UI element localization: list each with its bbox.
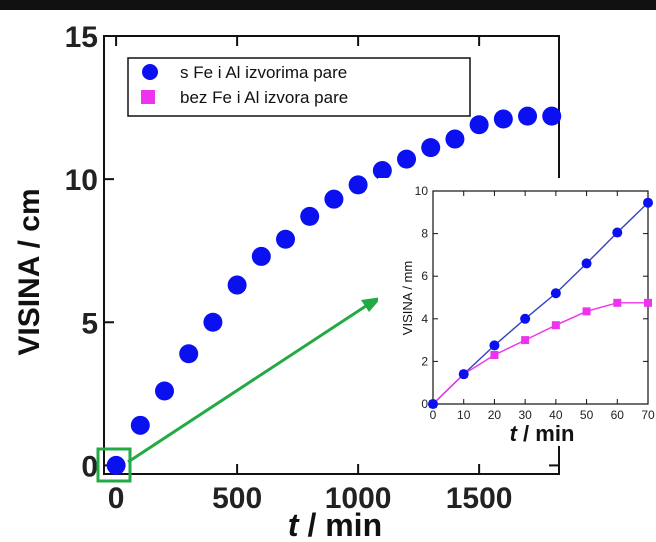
main-data-point <box>130 415 150 435</box>
inset-series-1-point <box>520 313 531 324</box>
main-data-point <box>518 106 538 126</box>
inset-y-tick-label: 10 <box>415 184 429 198</box>
inset-y-tick-label: 4 <box>421 312 428 326</box>
main-x-axis-label-var: t <box>288 507 300 542</box>
main-x-tick-label: 0 <box>108 482 125 515</box>
inset-x-tick-label: 30 <box>518 408 532 422</box>
main-x-axis-label-unit: / min <box>299 507 383 542</box>
inset-x-tick-label: 40 <box>549 408 563 422</box>
inset-series-2-point <box>521 336 530 345</box>
inset-y-axis-label: VISINA / mm <box>400 261 415 335</box>
main-data-point <box>493 109 513 129</box>
main-x-tick-label: 1500 <box>446 482 513 515</box>
main-data-point <box>397 149 417 169</box>
inset-x-tick-label: 0 <box>430 408 437 422</box>
inset-background <box>378 178 654 446</box>
inset-x-axis-label-var: t <box>510 421 519 446</box>
main-series-points <box>106 106 562 475</box>
legend-label-series-1: s Fe i Al izvorima pare <box>180 63 347 82</box>
main-data-point <box>106 455 126 475</box>
main-y-tick-label: 0 <box>81 450 98 483</box>
main-data-point <box>227 275 247 295</box>
zoom-arrow <box>127 300 373 464</box>
main-data-point <box>445 129 465 149</box>
main-x-tick-label: 1000 <box>325 482 392 515</box>
main-y-tick-label: 15 <box>65 21 98 54</box>
inset-series-1-point <box>458 369 469 380</box>
inset-series-1-point <box>612 227 623 238</box>
zoom-region-box <box>96 447 132 483</box>
legend: s Fe i Al izvorima pare bez Fe i Al izvo… <box>127 57 471 117</box>
main-data-point <box>421 138 441 158</box>
main-data-point <box>203 312 223 332</box>
inset-series-1-point <box>550 288 561 299</box>
inset-x-tick-label: 70 <box>641 408 655 422</box>
inset-x-tick-label: 10 <box>457 408 471 422</box>
main-data-point <box>372 161 392 181</box>
main-data-point <box>324 189 344 209</box>
main-x-tick-labels: 0 500 1000 1500 <box>108 482 513 515</box>
main-y-tick-labels: 0 5 10 15 <box>65 21 98 483</box>
main-y-tick-label: 10 <box>65 164 98 197</box>
legend-box <box>127 57 471 117</box>
inset-series-2-point <box>613 298 622 307</box>
inset-series-1-line <box>432 202 649 405</box>
main-data-point <box>276 229 296 249</box>
main-data-point <box>469 115 489 135</box>
inset-series-1-point <box>428 399 438 409</box>
inset-plot-frame <box>432 190 649 405</box>
inset-series <box>428 197 653 409</box>
inset-y-tick-labels: 0 2 4 6 8 10 <box>415 184 429 411</box>
inset-series-2-point <box>582 307 591 316</box>
main-data-point <box>348 175 368 195</box>
inset-x-tick-label: 20 <box>488 408 502 422</box>
inset-series-2-point <box>490 351 499 360</box>
main-y-tick-label: 5 <box>81 307 98 340</box>
inset-series-2-point <box>644 298 652 307</box>
main-y-axis-label: VISINA / cm <box>13 188 46 355</box>
inset-x-tick-labels: 0 10 20 30 40 50 60 70 <box>430 408 655 422</box>
inset-y-tick-label: 0 <box>421 397 428 411</box>
top-bar <box>0 0 656 10</box>
inset-series-1-point <box>489 340 500 351</box>
inset-series-2-point <box>551 321 560 330</box>
inset-y-tick-label: 8 <box>421 227 428 241</box>
inset-x-tick-label: 60 <box>611 408 625 422</box>
inset-x-tick-label: 50 <box>580 408 594 422</box>
main-data-point <box>179 344 199 364</box>
legend-marker-series-2 <box>141 90 155 104</box>
inset-x-axis-label: t / min <box>510 421 575 446</box>
inset-series-1-point <box>581 258 592 269</box>
legend-marker-series-1 <box>142 64 158 80</box>
zoom-arrowhead <box>361 297 382 312</box>
inset-series-2-line <box>432 302 648 405</box>
inset-y-tick-label: 6 <box>421 269 428 283</box>
main-data-point <box>542 106 562 126</box>
inset-series-1-point <box>643 197 653 208</box>
inset-axis-ticks <box>432 190 649 405</box>
main-x-tick-label: 500 <box>212 482 262 515</box>
main-x-axis-label: t / min <box>288 507 382 542</box>
inset-x-axis-label-unit: / min <box>517 421 574 446</box>
main-data-point <box>300 206 320 226</box>
main-data-point <box>155 381 175 401</box>
legend-label-series-2: bez Fe i Al izvora pare <box>180 88 348 107</box>
inset-y-tick-label: 2 <box>421 354 428 368</box>
main-data-point <box>251 246 271 266</box>
